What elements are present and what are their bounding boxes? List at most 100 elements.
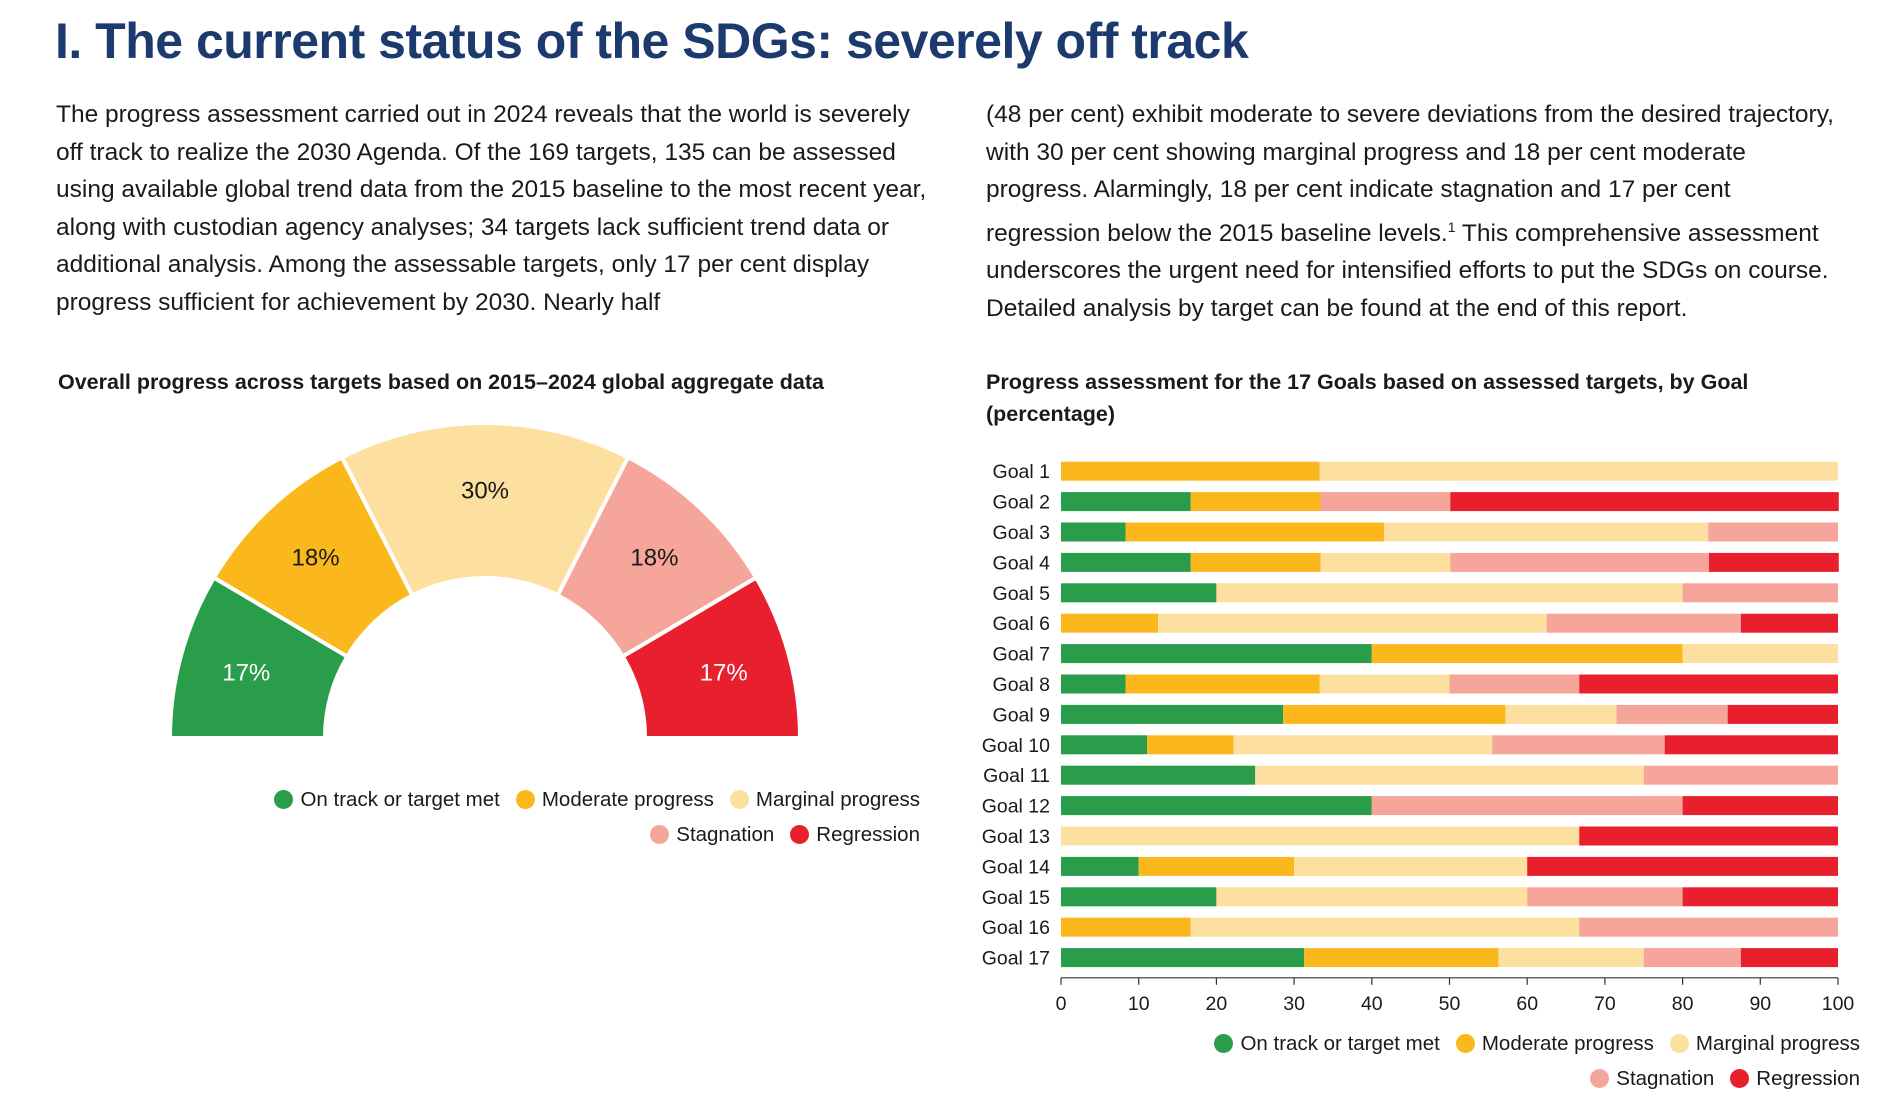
legend-item-regression: Regression — [790, 817, 920, 852]
intro-paragraph-left: The progress assessment carried out in 2… — [56, 101, 927, 316]
legend-label-moderate: Moderate progress — [541, 788, 714, 811]
legend-item-moderate: Moderate progress — [1455, 1026, 1654, 1061]
bar-on-track — [1061, 492, 1191, 512]
goal-label: Goal 5 — [993, 583, 1051, 605]
bar-moderate — [1061, 613, 1159, 633]
bar-moderate — [1283, 704, 1506, 724]
legend-dot-regression — [1730, 1069, 1750, 1088]
legend-label-stagnation: Stagnation — [676, 823, 775, 846]
bar-marginal — [1233, 735, 1493, 755]
goal-label: Goal 3 — [993, 522, 1050, 544]
legend-item-on-track: On track or target met — [1214, 1026, 1440, 1061]
legend-item-marginal: Marginal progress — [729, 782, 920, 817]
bar-regression — [1740, 613, 1838, 633]
x-tick-label: 50 — [1439, 993, 1461, 1015]
bar-stagnation — [1371, 796, 1683, 816]
bar-moderate — [1061, 461, 1320, 481]
bar-stagnation — [1708, 522, 1838, 542]
gauge-chart-title: Overall progress across targets based on… — [58, 370, 824, 394]
bar-moderate — [1371, 644, 1683, 664]
legend-label-on-track: On track or target met — [300, 788, 500, 811]
intro-paragraph-right: (48 per cent) exhibit moderate to severe… — [986, 96, 1836, 327]
legend-item-regression: Regression — [1730, 1061, 1860, 1096]
legend-item-moderate: Moderate progress — [515, 782, 714, 817]
bar-stagnation — [1320, 492, 1451, 512]
bar-stagnation — [1682, 583, 1838, 603]
bar-stagnation — [1616, 704, 1728, 724]
goal-label: Goal 9 — [993, 704, 1050, 726]
bar-moderate — [1190, 552, 1321, 572]
bar-on-track — [1061, 765, 1256, 785]
bar-on-track — [1061, 674, 1126, 694]
bar-regression — [1527, 856, 1838, 876]
x-tick-label: 10 — [1128, 993, 1150, 1015]
legend-label-marginal: Marginal progress — [755, 788, 920, 811]
goal-label: Goal 7 — [993, 644, 1050, 666]
bar-regression — [1682, 887, 1838, 907]
legend-item-on-track: On track or target met — [274, 782, 500, 817]
x-tick-label: 0 — [1056, 993, 1067, 1015]
x-tick-label: 60 — [1516, 993, 1538, 1015]
legend-item-stagnation: Stagnation — [650, 817, 774, 852]
bar-stagnation — [1449, 674, 1580, 694]
legend-dot-on-track — [274, 790, 294, 809]
x-tick-label: 90 — [1749, 993, 1771, 1015]
bar-marginal — [1505, 704, 1617, 724]
legend-label-regression: Regression — [1756, 1067, 1860, 1090]
goal-label: Goal 14 — [982, 856, 1050, 878]
bar-on-track — [1061, 522, 1126, 542]
page-title: I. The current status of the SDGs: sever… — [55, 13, 1249, 69]
bar-stagnation — [1643, 948, 1741, 968]
legend-dot-on-track — [1214, 1034, 1234, 1053]
bar-marginal — [1190, 917, 1580, 937]
bar-on-track — [1061, 704, 1284, 724]
bar-chart-legend: On track or target met Moderate progress… — [1130, 1026, 1860, 1096]
x-tick-label: 30 — [1283, 993, 1305, 1015]
goal-label: Goal 4 — [993, 552, 1051, 574]
legend-label-regression: Regression — [816, 823, 920, 846]
bar-regression — [1709, 552, 1839, 572]
bar-stagnation — [1450, 552, 1710, 572]
gauge-slice-regression — [619, 574, 803, 740]
goal-label: Goal 12 — [982, 796, 1050, 818]
bar-marginal — [1255, 765, 1644, 785]
footnote-marker[interactable]: 1 — [1447, 218, 1456, 235]
bar-marginal — [1061, 826, 1580, 846]
legend-label-marginal: Marginal progress — [1695, 1032, 1860, 1055]
bar-marginal — [1682, 644, 1838, 664]
legend-dot-moderate — [1455, 1034, 1475, 1053]
goal-label: Goal 2 — [993, 492, 1050, 514]
bar-on-track — [1061, 583, 1217, 603]
bar-marginal — [1158, 613, 1547, 633]
bar-regression — [1682, 796, 1838, 816]
bar-stagnation — [1492, 735, 1665, 755]
gauge-label-on-track: 17% — [222, 660, 270, 687]
goal-label: Goal 15 — [982, 887, 1050, 909]
bar-moderate — [1304, 948, 1499, 968]
paragraph-right-part-1: (48 per cent) exhibit moderate to severe… — [986, 101, 1834, 247]
bar-marginal — [1320, 552, 1451, 572]
legend-label-stagnation: Stagnation — [1616, 1067, 1715, 1090]
bar-on-track — [1061, 856, 1139, 876]
bar-marginal — [1216, 887, 1528, 907]
bar-on-track — [1061, 552, 1191, 572]
legend-item-stagnation: Stagnation — [1590, 1061, 1714, 1096]
goal-label: Goal 13 — [982, 826, 1050, 848]
x-tick-label: 70 — [1594, 993, 1616, 1015]
bar-stagnation — [1546, 613, 1741, 633]
bar-marginal — [1498, 948, 1644, 968]
bar-on-track — [1061, 735, 1148, 755]
x-tick-label: 20 — [1206, 993, 1228, 1015]
bar-marginal — [1384, 522, 1709, 542]
x-tick-label: 100 — [1822, 993, 1855, 1015]
legend-label-on-track: On track or target met — [1240, 1032, 1440, 1055]
paragraph-right-part-2: This comprehensive assessment underscore… — [986, 219, 1829, 322]
bar-marginal — [1319, 461, 1838, 481]
bar-regression — [1664, 735, 1838, 755]
x-tick-label: 40 — [1361, 993, 1383, 1015]
legend-item-marginal: Marginal progress — [1669, 1026, 1860, 1061]
gauge-slice-marginal — [339, 421, 631, 599]
goal-label: Goal 6 — [993, 613, 1050, 635]
